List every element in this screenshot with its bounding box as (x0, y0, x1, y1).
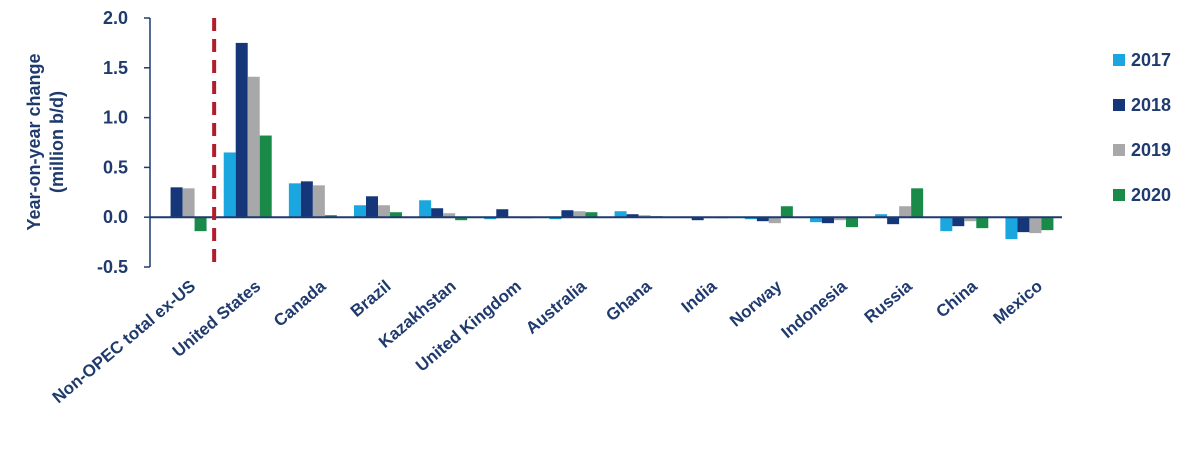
legend-label: 2020 (1131, 185, 1171, 205)
bar (194, 217, 207, 232)
y-tick-label: 2.0 (103, 8, 128, 28)
bar (691, 217, 704, 221)
bar (259, 135, 272, 218)
legend: 2017 2018 2019 2020 (1113, 50, 1171, 205)
bar (247, 76, 260, 218)
y-tick-label: -0.5 (97, 257, 128, 277)
bar (911, 188, 924, 218)
bar (443, 213, 456, 218)
x-tick-label: Indonesia (778, 276, 851, 342)
bar (899, 206, 912, 218)
bar (1029, 217, 1042, 234)
y-tick-label: 1.5 (103, 58, 128, 78)
bar (822, 217, 834, 224)
bar (366, 196, 378, 218)
bar (223, 152, 236, 218)
y-tick-label: 0.0 (103, 207, 128, 227)
bar (419, 200, 432, 218)
bar (834, 217, 846, 221)
legend-swatch (1113, 99, 1125, 111)
bar (561, 210, 574, 218)
bar (1017, 217, 1030, 233)
x-tick-label: Brazil (347, 277, 395, 321)
x-tick-label: Canada (270, 276, 330, 330)
y-axis-unit: (million b/d) (47, 91, 67, 193)
y-tick-label: 1.0 (103, 108, 128, 128)
legend-label: 2019 (1131, 140, 1171, 160)
bar (780, 206, 793, 218)
bar (496, 209, 509, 218)
bar (887, 217, 900, 225)
bar (573, 211, 586, 218)
y-tick-label: 0.5 (103, 157, 128, 177)
y-axis-title: Year-on-year change (million b/d) (24, 53, 67, 230)
legend-swatch (1113, 189, 1125, 201)
x-tick-label: Russia (861, 276, 916, 327)
legend-swatch (1113, 54, 1125, 66)
bar-series (158, 42, 1054, 240)
bar (614, 211, 627, 218)
bar (288, 183, 301, 218)
bar (1005, 217, 1018, 240)
x-tick-label: China (932, 276, 981, 321)
bar (875, 214, 888, 218)
legend-label: 2018 (1131, 95, 1171, 115)
bar (585, 212, 598, 218)
bar (170, 187, 183, 218)
bar (1041, 217, 1054, 231)
bar (235, 42, 248, 218)
bar (455, 217, 468, 221)
bar (810, 217, 822, 223)
bar (390, 212, 402, 218)
x-tick-label: Mexico (990, 277, 1046, 329)
y-axis-ticks: 2.0 1.5 1.0 0.5 0.0 -0.5 (97, 8, 150, 277)
x-tick-label: Ghana (602, 276, 655, 325)
bar (756, 217, 769, 222)
bar (952, 217, 965, 227)
bar (354, 205, 366, 218)
x-tick-label: India (678, 276, 721, 316)
bar (626, 214, 639, 218)
legend-swatch (1113, 144, 1125, 156)
bar (940, 217, 953, 232)
bar (976, 217, 989, 229)
bar (431, 208, 444, 218)
bar (378, 205, 390, 218)
bar (846, 217, 858, 228)
y-axis-label: Year-on-year change (24, 53, 44, 230)
bar (182, 188, 195, 218)
x-tick-label: Norway (726, 276, 786, 330)
bar (964, 217, 977, 222)
bar (312, 185, 325, 218)
bar (300, 181, 313, 218)
x-tick-label: Australia (522, 276, 590, 338)
bar (768, 217, 781, 224)
legend-label: 2017 (1131, 50, 1171, 70)
